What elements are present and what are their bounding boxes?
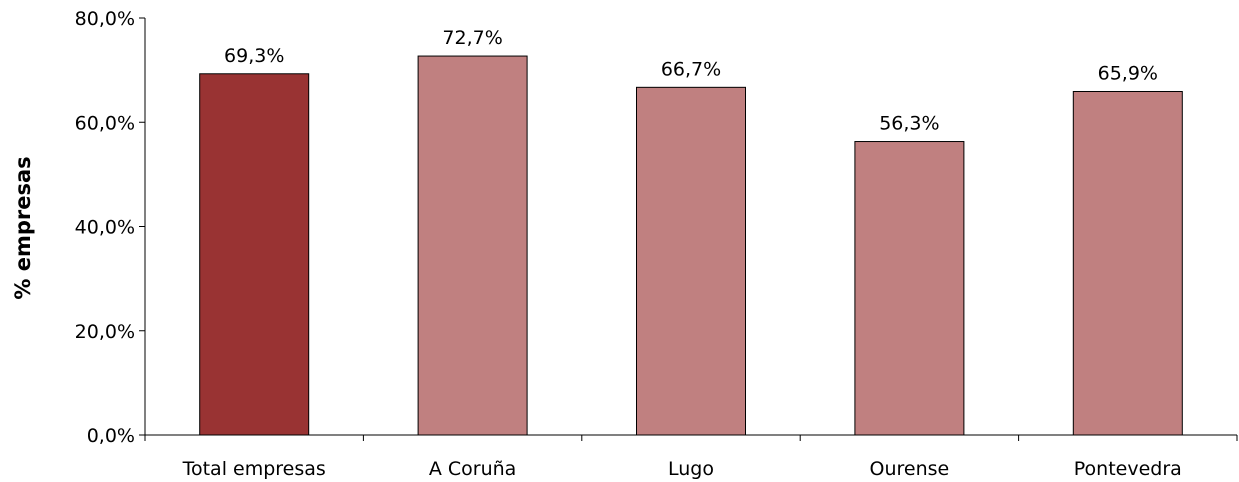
data-label: 72,7% [442,27,502,49]
y-tick-label: 40,0% [75,217,135,239]
bar [1072,90,1183,436]
data-label: 66,7% [661,58,721,80]
y-tick-label: 0,0% [87,425,135,447]
bars [199,55,1183,436]
x-tick-label: Total empresas [182,458,326,480]
bar [854,141,965,436]
data-label: 65,9% [1098,62,1158,84]
bar [199,73,310,436]
data-label: 69,3% [224,45,284,67]
x-tick-label: Ourense [870,458,950,480]
x-tick-label: A Coruña [429,458,516,480]
y-axis: 0,0% 20,0% 40,0% 60,0% 80,0% [75,8,146,447]
y-axis-title: % empresas [11,156,35,299]
category-labels: Total empresas A Coruña Lugo Ourense Ponteve… [182,458,1182,480]
x-tick-label: Pontevedra [1074,458,1182,480]
bar [417,55,528,436]
x-tick-label: Lugo [668,458,714,480]
y-tick-label: 20,0% [75,321,135,343]
data-label: 56,3% [879,113,939,135]
y-tick-label: 60,0% [75,112,135,134]
bar [636,86,746,436]
data-labels: 69,3% 72,7% 66,7% 56,3% 65,9% [224,27,1158,134]
x-axis [144,434,1238,441]
y-tick-label: 80,0% [75,8,135,30]
